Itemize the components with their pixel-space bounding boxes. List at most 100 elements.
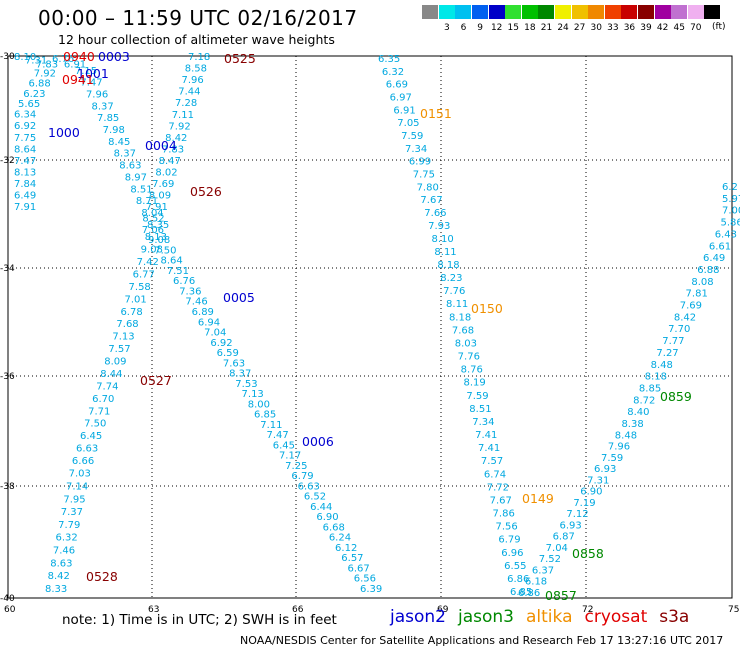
swh-value: 6.93: [594, 464, 616, 475]
scale-cell: 3: [438, 5, 456, 33]
swh-value: 6.32: [382, 67, 404, 78]
scale-label: 36: [623, 23, 636, 33]
swh-value: 8.72: [633, 395, 655, 406]
scale-swatch: [687, 5, 704, 19]
swh-value: 6.61: [709, 241, 731, 252]
swh-value: 6.69: [386, 80, 408, 91]
scale-label: 18: [524, 23, 536, 33]
swh-value: 6.91: [393, 105, 415, 116]
swh-value: 7.25: [285, 461, 307, 472]
scale-swatch: [455, 5, 472, 19]
swh-value: 6.76: [52, 54, 74, 65]
swh-value: 7.50: [84, 419, 106, 430]
swh-value: 7.01: [124, 294, 146, 305]
swh-value: 7.57: [108, 344, 130, 355]
scale-cell: 30: [588, 5, 605, 33]
x-tick-label: 69: [437, 605, 449, 615]
swh-value: 8.19: [463, 378, 485, 389]
swh-value: 6.77: [133, 269, 155, 280]
swh-value: 6.97: [390, 93, 412, 104]
swh-value: 7.96: [181, 75, 203, 86]
swh-value: 8.40: [627, 407, 649, 418]
swh-value: 7.75: [14, 133, 36, 144]
swh-value: 7.42: [137, 257, 159, 268]
scale-swatch: [671, 5, 688, 19]
swh-value: 7.92: [168, 121, 190, 132]
swh-value: 6.87: [553, 532, 575, 543]
y-tick-label: -36: [0, 372, 15, 382]
swh-value: 7.56: [495, 522, 517, 533]
footer-credit: NOAA/NESDIS Center for Satellite Applica…: [240, 634, 724, 647]
swh-value: 6.18: [525, 577, 547, 588]
swh-value: 8.85: [639, 383, 661, 394]
swh-value: 7.76: [458, 352, 480, 363]
swh-value: 6.85: [254, 410, 276, 421]
pass-time-label: 0004: [145, 138, 177, 153]
swh-value: 6.90: [580, 487, 602, 498]
swh-value: 7.36: [179, 286, 201, 297]
swh-value: 5.97: [722, 194, 740, 205]
swh-value: 8.64: [14, 144, 36, 155]
swh-value: 8.44: [100, 369, 122, 380]
scale-swatch: [488, 5, 505, 19]
swh-value: 7.72: [487, 482, 509, 493]
pass-time-label: 0005: [223, 290, 255, 305]
swh-value: 7.34: [405, 144, 427, 155]
swh-value: 7.85: [97, 113, 119, 124]
scale-cell: 42: [654, 5, 671, 33]
swh-value: 6.43: [715, 229, 737, 240]
swh-value: 7.47: [266, 430, 288, 441]
swh-value: 6.34: [14, 110, 36, 121]
pass-time-label: 0003: [98, 49, 130, 64]
scale-cell: [422, 5, 439, 33]
scale-label: 42: [656, 23, 669, 33]
swh-value: 7.66: [424, 208, 446, 219]
swh-value: 8.33: [45, 584, 67, 595]
swh-value: 6.45: [273, 440, 295, 451]
swh-value: 6.35: [378, 54, 400, 65]
map-title: 00:00 – 11:59 UTC 02/16/2017: [38, 6, 358, 30]
scale-swatch: [555, 5, 572, 19]
swh-value: 7.95: [63, 494, 85, 505]
scale-cell: 36: [621, 5, 638, 33]
scale-cell: 33: [604, 5, 622, 33]
swh-value: 7.12: [566, 509, 588, 520]
swh-value: 7.06: [142, 225, 164, 236]
swh-value: 9.08: [141, 245, 163, 256]
swh-value: 7.37: [61, 507, 83, 518]
swh-value: 8.58: [185, 64, 207, 75]
swh-value: 8.45: [108, 137, 130, 148]
swh-value: 8.13: [145, 232, 167, 243]
swh-value: 7.91: [146, 202, 168, 213]
swh-value: 8.42: [48, 571, 70, 582]
swh-value: 7.93: [428, 221, 450, 232]
pass-time-label: 0526: [190, 184, 222, 199]
x-tick-label: 63: [148, 605, 159, 615]
swh-value: 9.08: [148, 235, 170, 246]
swh-value: 8.10: [432, 234, 454, 245]
color-scale: 3 6 9 12 15 18 21 24 27 30 33 36 39 42 45 70: [422, 5, 721, 33]
legend-cryosat: cryosat: [584, 607, 648, 627]
swh-value: 8.35: [147, 220, 169, 231]
y-tick-label: -40: [0, 594, 15, 604]
swh-value: 7.15: [75, 66, 97, 77]
swh-value: 6.45: [80, 431, 102, 442]
pass-time-label: 0859: [660, 389, 692, 404]
pass-time-label: 0006: [302, 434, 334, 449]
swh-value: 6.49: [703, 253, 725, 264]
pass-time-label: 0857: [545, 588, 577, 603]
swh-value: 8.09: [149, 191, 171, 202]
swh-value: 6.49: [14, 190, 36, 201]
swh-value: 6.12: [335, 543, 357, 554]
scale-cell: 70: [687, 5, 705, 33]
scale-label: 27: [573, 23, 586, 33]
scale-cell: 21: [538, 5, 555, 33]
swh-value: 8.51: [469, 404, 491, 415]
note-text: note: 1) Time is in UTC; 2) SWH is in fe…: [62, 612, 337, 628]
swh-value: 7.84: [14, 179, 36, 190]
swh-value: 7.68: [116, 319, 138, 330]
swh-value: 7.31: [587, 475, 609, 486]
swh-value: 6.39: [360, 584, 382, 595]
scale-swatch: [621, 5, 638, 19]
